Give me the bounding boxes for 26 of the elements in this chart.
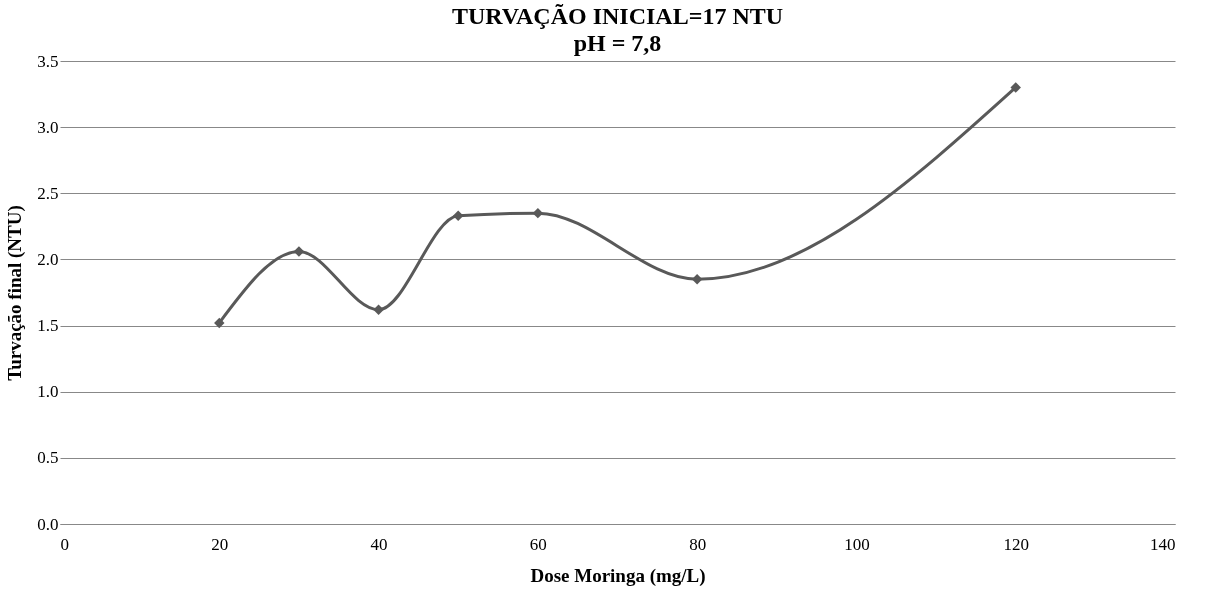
- x-tick-label: 20: [211, 534, 229, 554]
- point: [373, 304, 384, 315]
- chart-subtitle: pH = 7,8: [573, 30, 662, 56]
- y-axis-title: Turvação final (NTU): [4, 205, 27, 381]
- y-tick-label: 1.5: [37, 316, 59, 336]
- y-tick-label: 2.0: [37, 249, 59, 269]
- x-tick-label: 40: [370, 534, 388, 554]
- y-tick-label: 1.0: [37, 382, 59, 402]
- x-tick-label: 80: [689, 534, 707, 554]
- x-tick-label: 100: [844, 534, 870, 554]
- point: [214, 317, 225, 329]
- point: [532, 207, 544, 219]
- y-tick-label: 0.0: [37, 514, 59, 534]
- chart-title: TURVAÇÃO INICIAL=17 NTU: [451, 3, 784, 29]
- point: [691, 274, 703, 285]
- point: [1010, 82, 1021, 93]
- point: [293, 246, 305, 257]
- y-tick-label: 0.5: [37, 448, 59, 468]
- x-tick-label: 120: [1003, 534, 1029, 554]
- y-tick-label: 3.5: [37, 51, 59, 71]
- y-tick-label: 3.0: [37, 117, 59, 137]
- x-tick-label: 0: [60, 534, 69, 554]
- x-tick-label: 60: [529, 534, 547, 554]
- x-axis-title: Dose Moringa (mg/L): [530, 564, 706, 587]
- x-tick-label: 140: [1150, 534, 1176, 554]
- y-tick-label: 2.5: [37, 183, 59, 203]
